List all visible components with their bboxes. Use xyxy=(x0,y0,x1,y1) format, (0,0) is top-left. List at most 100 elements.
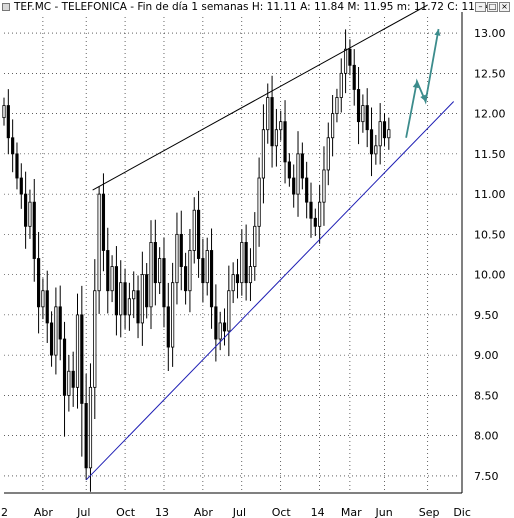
maximize-button[interactable]: □ xyxy=(487,2,498,12)
y-tick-label: 8.50 xyxy=(474,389,499,402)
y-tick-label: 9.00 xyxy=(474,349,499,362)
candle-body xyxy=(261,129,266,179)
candle-body xyxy=(227,290,231,332)
candle-body xyxy=(283,121,287,163)
candle-body xyxy=(6,105,10,139)
candle-body xyxy=(305,177,309,203)
close-button[interactable]: × xyxy=(499,2,510,12)
candle-body xyxy=(58,306,62,340)
y-tick-label: 12.00 xyxy=(474,108,506,121)
candle-body xyxy=(378,121,382,147)
candle-body xyxy=(235,274,240,284)
candle-body xyxy=(257,177,261,227)
candle-body xyxy=(361,105,365,123)
candle-body xyxy=(106,250,110,292)
x-tick-label: Sep xyxy=(419,506,440,518)
candle-body xyxy=(37,258,41,308)
x-tick-label: Jul xyxy=(232,506,246,518)
projection-arrowhead xyxy=(412,81,419,89)
y-tick-label: 10.50 xyxy=(474,228,506,241)
candle-body xyxy=(153,242,157,284)
trendline-layer xyxy=(85,4,455,481)
candle-body xyxy=(132,290,136,300)
candle-body xyxy=(365,105,369,131)
stat-m-label: M: xyxy=(347,1,360,13)
candle-body xyxy=(41,290,45,308)
trendline-upper xyxy=(92,4,428,191)
stat-low-label: m: xyxy=(396,1,411,13)
candle-body xyxy=(123,282,127,316)
candle-body xyxy=(214,306,218,340)
candle-layer xyxy=(2,29,391,492)
candle-body xyxy=(313,217,317,227)
candle-body xyxy=(343,48,348,74)
y-tick-label: 7.50 xyxy=(474,470,499,483)
candle-body xyxy=(326,137,330,171)
candle-body xyxy=(352,64,356,90)
x-tick-label: 13 xyxy=(155,506,169,518)
candle-body xyxy=(110,266,114,292)
chart-header: TEF.MC - TELEFONICA - Fin de día 1 seman… xyxy=(14,1,492,13)
candle-body xyxy=(318,201,322,227)
candle-body xyxy=(196,209,201,259)
candle-body xyxy=(158,258,162,284)
stat-a-label: A: xyxy=(300,1,311,13)
x-tick-label: Jul xyxy=(76,506,90,518)
candle-body xyxy=(335,97,339,115)
candle-body xyxy=(171,282,175,348)
candle-body xyxy=(244,242,248,284)
stat-h-label: H: xyxy=(251,1,264,13)
candle-body xyxy=(369,129,374,155)
candle-body xyxy=(101,193,106,251)
candle-body xyxy=(201,258,205,284)
axis-layer: 13.00 12.50 12.00 11.50 11.00 10.50 10.00 9.50 9… xyxy=(1,12,506,518)
y-tick-label: 9.50 xyxy=(474,309,499,322)
candle-body xyxy=(19,177,23,195)
y-tick-label: 8.00 xyxy=(474,430,499,443)
candle-body xyxy=(136,290,140,324)
candle-body xyxy=(75,314,80,388)
candle-body xyxy=(309,201,313,219)
x-tick-label: Dic xyxy=(453,506,471,518)
candle-body xyxy=(296,153,300,195)
candle-body xyxy=(300,153,304,179)
candle-body xyxy=(287,161,291,179)
chart-menu-icon[interactable] xyxy=(2,3,10,11)
y-tick-label: 13.00 xyxy=(474,27,506,40)
candle-body xyxy=(24,193,28,227)
candle-body xyxy=(15,153,19,179)
x-tick-label: Abr xyxy=(194,506,214,518)
candle-body xyxy=(188,250,192,292)
trendline-lower xyxy=(85,101,455,481)
x-tick-label: 2 xyxy=(1,506,8,518)
minimize-button[interactable]: – xyxy=(475,2,486,12)
stat-m-value: 11.95 xyxy=(363,1,394,13)
candle-body xyxy=(127,298,131,316)
candle-body xyxy=(49,322,54,356)
x-tick-label: Mar xyxy=(341,506,362,518)
candle-body xyxy=(231,274,235,292)
candle-body xyxy=(2,105,6,119)
y-tick-label: 10.00 xyxy=(474,269,506,282)
y-tick-label: 11.50 xyxy=(474,148,506,161)
candle-body xyxy=(205,250,209,284)
candle-body xyxy=(279,121,283,131)
stat-h-value: 11.11 xyxy=(266,1,297,13)
y-tick-label: 11.00 xyxy=(474,188,506,201)
candle-body xyxy=(145,274,149,308)
candle-body xyxy=(97,193,101,292)
candle-body xyxy=(322,169,326,203)
candle-body xyxy=(248,266,253,284)
candle-body xyxy=(270,97,274,147)
projection-path xyxy=(405,28,440,138)
candle-body xyxy=(348,48,352,66)
stat-c-label: C: xyxy=(447,1,459,13)
candle-body xyxy=(179,233,183,267)
candle-body xyxy=(218,322,222,340)
candle-body xyxy=(331,113,335,139)
stat-low-value: 11.72 xyxy=(413,1,444,13)
x-tick-label: Oct xyxy=(116,506,136,518)
chart-title: TEF.MC - TELEFONICA - Fin de día 1 seman… xyxy=(14,1,249,13)
candle-body xyxy=(119,282,123,316)
